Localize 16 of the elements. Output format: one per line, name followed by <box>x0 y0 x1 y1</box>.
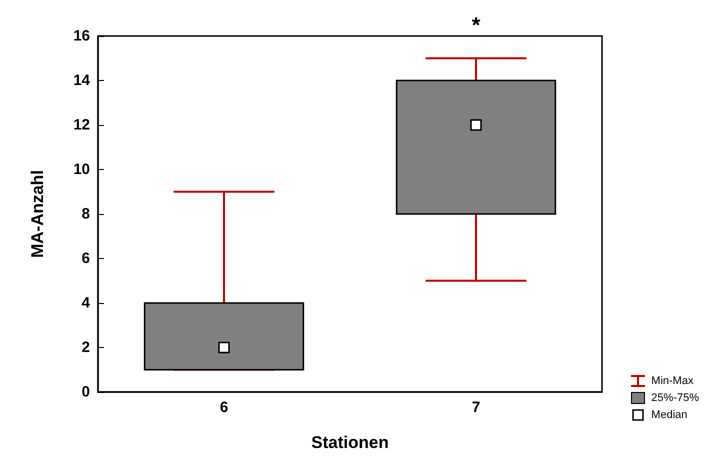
y-tick-label: 16 <box>73 28 90 44</box>
legend-label: 25%-75% <box>651 392 699 404</box>
y-tick-label: 2 <box>82 339 90 356</box>
y-tick-label: 6 <box>82 250 90 267</box>
text: Median <box>651 408 688 420</box>
y-tick-label: 14 <box>73 72 91 89</box>
x-tick-label: 7 <box>472 399 480 416</box>
y-axis-title: MA-Anzahl <box>28 170 47 258</box>
x-axis-title: Stationen <box>311 433 389 452</box>
text: Min-Max <box>651 374 694 386</box>
annotation: * <box>472 12 481 38</box>
y-tick-label: 12 <box>73 116 90 134</box>
y-tick-label: 8 <box>82 206 90 222</box>
y-tick-label: 4 <box>82 294 91 312</box>
y-tick-label: 10 <box>73 161 90 178</box>
y-tick-label: 0 <box>82 384 90 400</box>
